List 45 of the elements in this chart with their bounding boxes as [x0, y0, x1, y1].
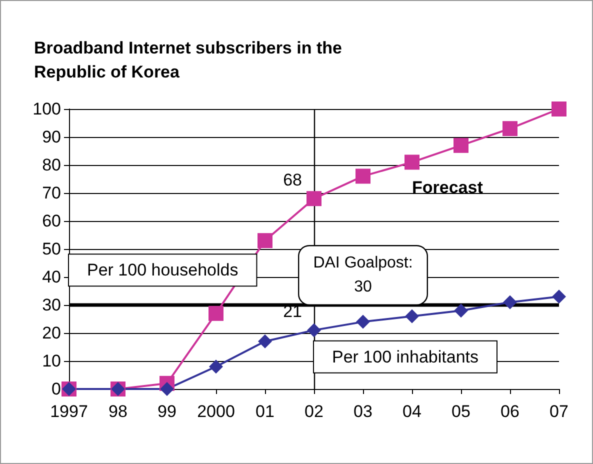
chart-title: Broadband Internet subscribers in the Republic of Korea — [34, 38, 347, 82]
x-tick-label: 05 — [452, 402, 470, 421]
point — [258, 233, 272, 248]
y-tick-label: 100 — [32, 100, 61, 118]
x-tick-label: 1997 — [50, 402, 88, 421]
point — [552, 102, 566, 116]
point — [209, 360, 223, 374]
x-tick-label: 99 — [158, 402, 176, 421]
x-tick-label: 01 — [256, 402, 274, 421]
x-tick-label: 2000 — [197, 402, 235, 421]
x-tick-label: 03 — [354, 402, 372, 421]
y-tick-label: 40 — [42, 268, 61, 286]
point — [208, 306, 224, 321]
point — [503, 295, 517, 310]
y-tick-label: 70 — [42, 184, 61, 202]
x-tick-label: 07 — [550, 402, 568, 421]
y-tick-label: 0 — [52, 380, 61, 398]
annotation: Forecast — [412, 178, 484, 197]
x-tick-label: 02 — [304, 402, 324, 421]
y-tick-label: 50 — [42, 240, 61, 258]
point — [356, 314, 370, 329]
point — [160, 382, 174, 396]
y-tick-label: 30 — [42, 296, 61, 314]
y-tick-label: 80 — [42, 156, 61, 174]
y-tick-label: 20 — [42, 324, 61, 342]
ref-line-label: DAI Goalpost: 30 — [313, 254, 413, 296]
point — [404, 154, 420, 170]
y-tick-label: 90 — [42, 128, 61, 146]
point — [258, 334, 272, 348]
x-tick-label: 06 — [500, 402, 520, 421]
x-tick-label: 04 — [402, 402, 422, 421]
point — [454, 138, 468, 153]
series-label: Per 100 households — [87, 260, 238, 280]
point — [307, 323, 321, 338]
point — [405, 309, 419, 324]
point — [454, 304, 468, 318]
y-tick-label: 10 — [42, 352, 61, 370]
annotation: 68 — [283, 170, 302, 190]
point — [502, 121, 518, 136]
point — [306, 191, 322, 206]
y-tick-label: 60 — [42, 212, 61, 230]
series-label: Per 100 inhabitants — [332, 347, 478, 366]
x-tick-label: 98 — [108, 402, 128, 421]
point — [552, 290, 566, 304]
point — [356, 168, 370, 184]
